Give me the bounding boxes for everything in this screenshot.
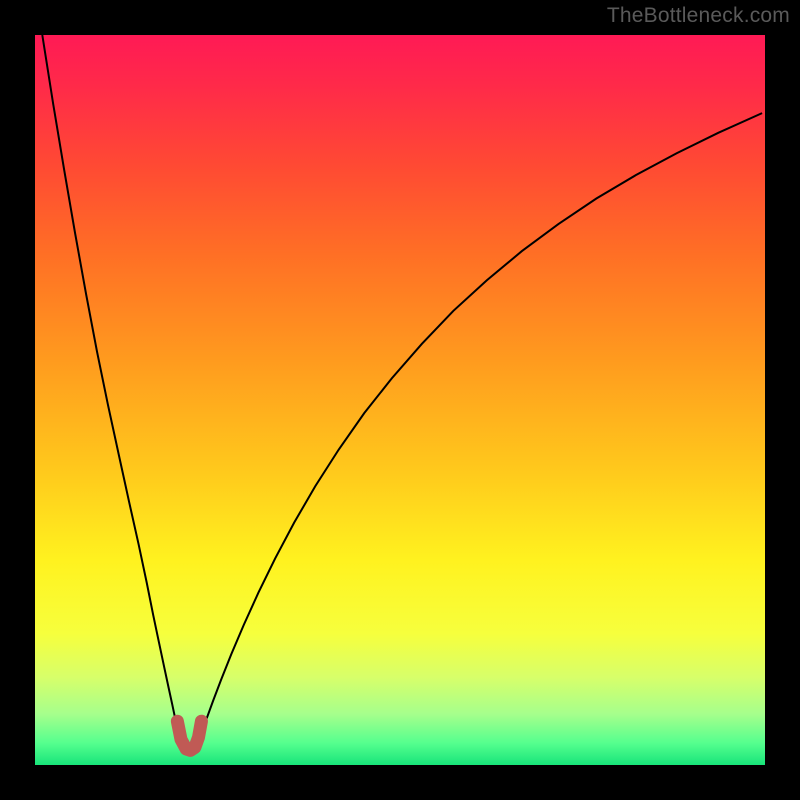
chart-stage: TheBottleneck.com (0, 0, 800, 800)
watermark-text: TheBottleneck.com (607, 4, 790, 28)
bottleneck-chart (0, 0, 800, 800)
plot-background (35, 35, 765, 765)
